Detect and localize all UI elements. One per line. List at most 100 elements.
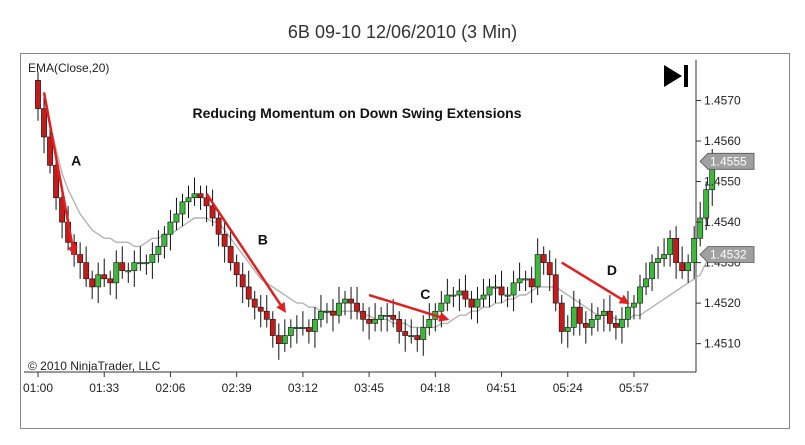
candle [185,185,192,219]
candle [215,209,222,247]
candle-body-down [245,286,252,300]
candle-body-down [197,193,204,199]
candle-body-down [41,108,47,138]
candle [77,242,84,279]
candle [661,238,667,267]
candle [269,311,276,348]
candle [522,270,529,291]
candle [468,290,475,320]
candle-body-up [625,306,631,320]
candle [137,246,144,271]
candle [498,270,505,304]
candle [330,299,336,332]
candle [516,262,523,291]
candle [510,270,517,312]
candle-body-down [390,314,397,320]
chart-title: 6B 09-10 12/06/2010 (3 Min) [287,22,518,42]
candle-body-up [293,327,300,329]
candle-body-down [679,262,686,272]
candle [318,295,324,328]
price-badge: 1.4555 [699,152,755,170]
candle [245,270,252,308]
candle-body-up [125,270,132,273]
candle-body-up [191,193,198,199]
candle-body-down [119,262,126,272]
price-badge-label: 1.4532 [710,247,747,261]
candle [203,185,210,223]
candle [679,246,686,279]
candle-body-up [143,262,150,265]
candle-body-up [167,221,174,235]
candle-body-down [606,310,613,324]
candle-body-down [269,319,276,336]
candle [179,193,186,227]
candle [342,290,348,316]
candle-body-down [107,278,114,284]
candle [287,319,294,348]
candle-body-up [173,213,180,223]
y-tick-label: 1.4570 [704,94,741,108]
y-tick-label: 1.4560 [704,134,741,148]
y-tick-label: 1.4510 [704,337,741,351]
candle-body-up [450,294,457,297]
candle-body-up [661,254,667,259]
candle-body-down [221,233,228,247]
candle [552,258,559,312]
candle [257,295,264,328]
candle-body-up [588,319,595,328]
candle-body-up [155,246,162,255]
candle [606,295,613,332]
candle [41,96,47,154]
candle-body-up [691,237,698,263]
candle [167,209,174,251]
candle [251,290,258,320]
candle [155,230,162,263]
candle-body-down [366,319,372,324]
x-tick-label: 01:33 [89,381,119,395]
candle-body-up [281,335,288,344]
candle-body-up [637,286,643,304]
candle-body-up [504,294,511,297]
candle-body-down [468,298,475,308]
plot-area [24,60,697,373]
candle-body-down [546,262,553,276]
candle-body-down [414,335,421,340]
candle [384,303,391,332]
candle [101,258,108,287]
candle-body-down [354,302,360,312]
candle [173,197,180,231]
candle-body-up [655,258,661,263]
candle [703,181,710,231]
candle [197,185,204,210]
candle-body-up [510,282,517,296]
candle [35,72,41,121]
candle [492,274,499,304]
candle-body-up [384,314,391,317]
candle [486,278,493,308]
candle [450,286,457,308]
candle [582,311,589,344]
candle-body-down [348,298,354,304]
candle [534,238,541,296]
candle [227,230,234,271]
candle [414,327,421,352]
annotation-label: C [420,286,430,302]
candle-body-down [35,79,41,109]
candle-body-up [131,262,138,272]
candle [456,278,463,312]
candle-body-up [318,310,324,320]
candle-body-up [564,327,571,332]
candle [161,226,168,259]
candle [558,295,565,344]
candle [312,307,318,348]
candle-body-up [456,290,463,296]
candle [528,266,535,304]
candle-body-down [528,278,535,288]
candle [462,274,469,308]
candle [233,254,240,287]
candle-body-down [77,254,84,263]
skip-to-end-icon[interactable] [664,65,688,87]
candle-body-up [312,319,318,332]
candle [655,246,661,279]
